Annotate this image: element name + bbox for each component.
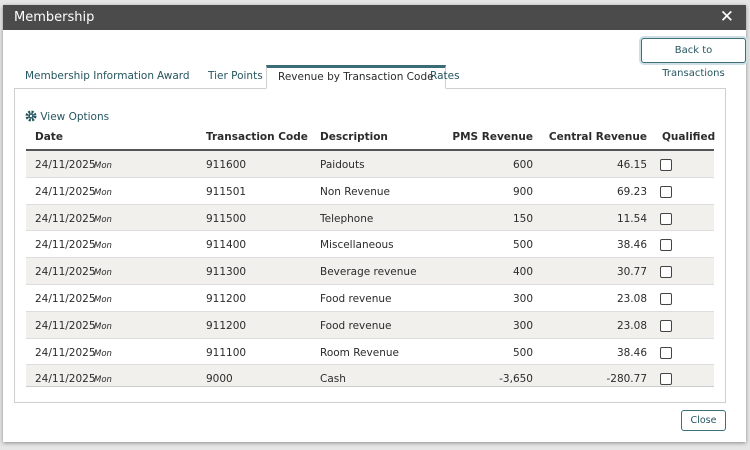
weekday: Mon (94, 161, 112, 171)
description: Non Revenue (320, 185, 390, 198)
date: 24/11/2025 (35, 319, 96, 332)
column-header: Description (320, 131, 388, 143)
close-button[interactable]: Close (681, 410, 726, 431)
close-icon[interactable]: ✕ (719, 7, 734, 27)
description: Cash (320, 373, 346, 386)
description: Paidouts (320, 159, 365, 171)
weekday: Mon (94, 348, 112, 359)
pms-revenue: 500 (512, 346, 533, 359)
description: Beverage revenue (320, 266, 417, 279)
transaction-code: 911500 (206, 212, 247, 225)
table-body: 24/11/2025 Mon 911600 Paidouts 600 46.15 24/11… (26, 151, 714, 387)
title-bar: Membership ✕ (3, 5, 746, 30)
pms-revenue: 600 (512, 159, 533, 171)
weekday: Mon (94, 187, 112, 198)
central-revenue: 30.77 (616, 266, 647, 279)
table-row: 24/11/2025 Mon 911500 Telephone 150 11.54 (26, 204, 714, 232)
transaction-code: 911100 (206, 346, 247, 359)
central-revenue: 38.46 (616, 346, 647, 359)
tab[interactable]: Revenue by Transaction Code (266, 65, 446, 89)
transaction-code: 911300 (206, 266, 247, 279)
table-row: 24/11/2025 Mon 9000 Cash -3,650 -280.77 (26, 365, 714, 386)
tab[interactable]: Membership Information (25, 70, 155, 82)
transaction-code: 911600 (206, 159, 247, 171)
pms-revenue: 300 (512, 293, 533, 305)
date: 24/11/2025 (35, 185, 96, 198)
header-rule (26, 149, 714, 151)
central-revenue: -280.77 (606, 373, 647, 386)
date: 24/11/2025 (35, 346, 96, 359)
date: 24/11/2025 (35, 239, 96, 252)
central-revenue: 23.08 (616, 319, 647, 332)
weekday: Mon (94, 295, 112, 305)
tab[interactable]: Rates (430, 70, 460, 82)
pms-revenue: 900 (512, 185, 533, 198)
back-button[interactable]: Back to Transactions (641, 38, 746, 79)
pms-revenue: -3,650 (499, 373, 533, 386)
qualified-checkbox[interactable] (660, 346, 672, 359)
view-options[interactable]: View Options (25, 110, 109, 123)
pms-revenue: 500 (512, 239, 533, 252)
date: 24/11/2025 (35, 293, 96, 305)
central-revenue: 38.46 (616, 239, 647, 252)
date: 24/11/2025 (35, 159, 96, 171)
column-header: Central Revenue (548, 131, 647, 143)
weekday: Mon (94, 268, 112, 279)
date: 24/11/2025 (35, 373, 96, 386)
weekday: Mon (94, 321, 112, 332)
table-row: 24/11/2025 Mon 911100 Room Revenue 500 38.46 (26, 339, 714, 366)
qualified-checkbox[interactable] (660, 239, 672, 252)
weekday: Mon (94, 375, 112, 386)
qualified-checkbox[interactable] (660, 212, 672, 225)
date: 24/11/2025 (35, 212, 96, 225)
qualified-checkbox[interactable] (660, 266, 672, 279)
gear-icon (25, 110, 37, 122)
transaction-code: 911200 (206, 293, 247, 305)
table-row: 24/11/2025 Mon 911200 Food revenue 300 23.08 (26, 285, 714, 312)
tab[interactable]: Tier Points (208, 70, 263, 82)
description: Miscellaneous (320, 239, 394, 252)
transaction-code: 911501 (206, 185, 247, 198)
central-revenue: 23.08 (616, 293, 647, 305)
column-header: PMS Revenue (452, 131, 533, 143)
weekday: Mon (94, 214, 112, 225)
weekday: Mon (94, 241, 112, 252)
column-header: Qualified (662, 131, 716, 143)
dialog: Membership ✕ Back to Transactions View O… (3, 5, 746, 442)
central-revenue: 11.54 (616, 212, 647, 225)
pms-revenue: 300 (512, 319, 533, 332)
description: Food revenue (320, 293, 392, 305)
pms-revenue: 150 (512, 212, 533, 225)
description: Food revenue (320, 319, 392, 332)
column-header: Date (35, 131, 63, 143)
column-header: Transaction Code (206, 131, 308, 143)
table-row: 24/11/2025 Mon 911200 Food revenue 300 23.08 (26, 311, 714, 339)
qualified-checkbox[interactable] (660, 319, 672, 332)
date: 24/11/2025 (35, 266, 96, 279)
central-revenue: 46.15 (616, 159, 647, 171)
description: Telephone (320, 212, 374, 225)
qualified-checkbox[interactable] (660, 293, 672, 305)
qualified-checkbox[interactable] (660, 373, 672, 386)
central-revenue: 69.23 (616, 185, 647, 198)
description: Room Revenue (320, 346, 399, 359)
transaction-code: 911200 (206, 319, 247, 332)
transaction-code: 9000 (206, 373, 233, 386)
transaction-code: 911400 (206, 239, 247, 252)
dialog-title: Membership (14, 10, 95, 25)
table-row: 24/11/2025 Mon 911600 Paidouts 600 46.15 (26, 151, 714, 178)
view-options-label: View Options (40, 111, 110, 123)
footer-rule (14, 402, 726, 403)
pms-revenue: 400 (512, 266, 533, 279)
table-row: 24/11/2025 Mon 911300 Beverage revenue 400 30… (26, 258, 714, 285)
qualified-checkbox[interactable] (660, 185, 672, 198)
table-row: 24/11/2025 Mon 911501 Non Revenue 900 69.23 (26, 178, 714, 205)
tab[interactable]: Award (157, 70, 190, 82)
table-row: 24/11/2025 Mon 911400 Miscellaneous 500 38.46 (26, 231, 714, 259)
qualified-checkbox[interactable] (660, 159, 672, 171)
